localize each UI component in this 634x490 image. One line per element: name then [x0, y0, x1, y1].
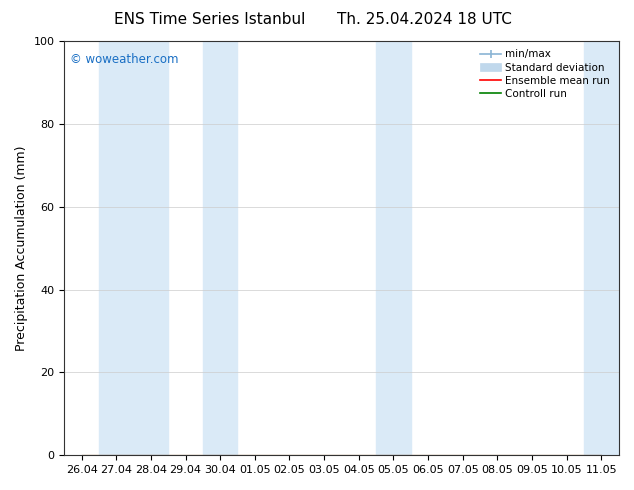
Y-axis label: Precipitation Accumulation (mm): Precipitation Accumulation (mm) — [15, 146, 28, 351]
Bar — [99, 41, 168, 455]
Text: Th. 25.04.2024 18 UTC: Th. 25.04.2024 18 UTC — [337, 12, 512, 27]
Bar — [376, 41, 411, 455]
Bar — [584, 41, 619, 455]
Bar — [203, 41, 238, 455]
Legend: min/max, Standard deviation, Ensemble mean run, Controll run: min/max, Standard deviation, Ensemble me… — [477, 46, 613, 102]
Text: © woweather.com: © woweather.com — [70, 53, 178, 67]
Text: ENS Time Series Istanbul: ENS Time Series Istanbul — [113, 12, 305, 27]
